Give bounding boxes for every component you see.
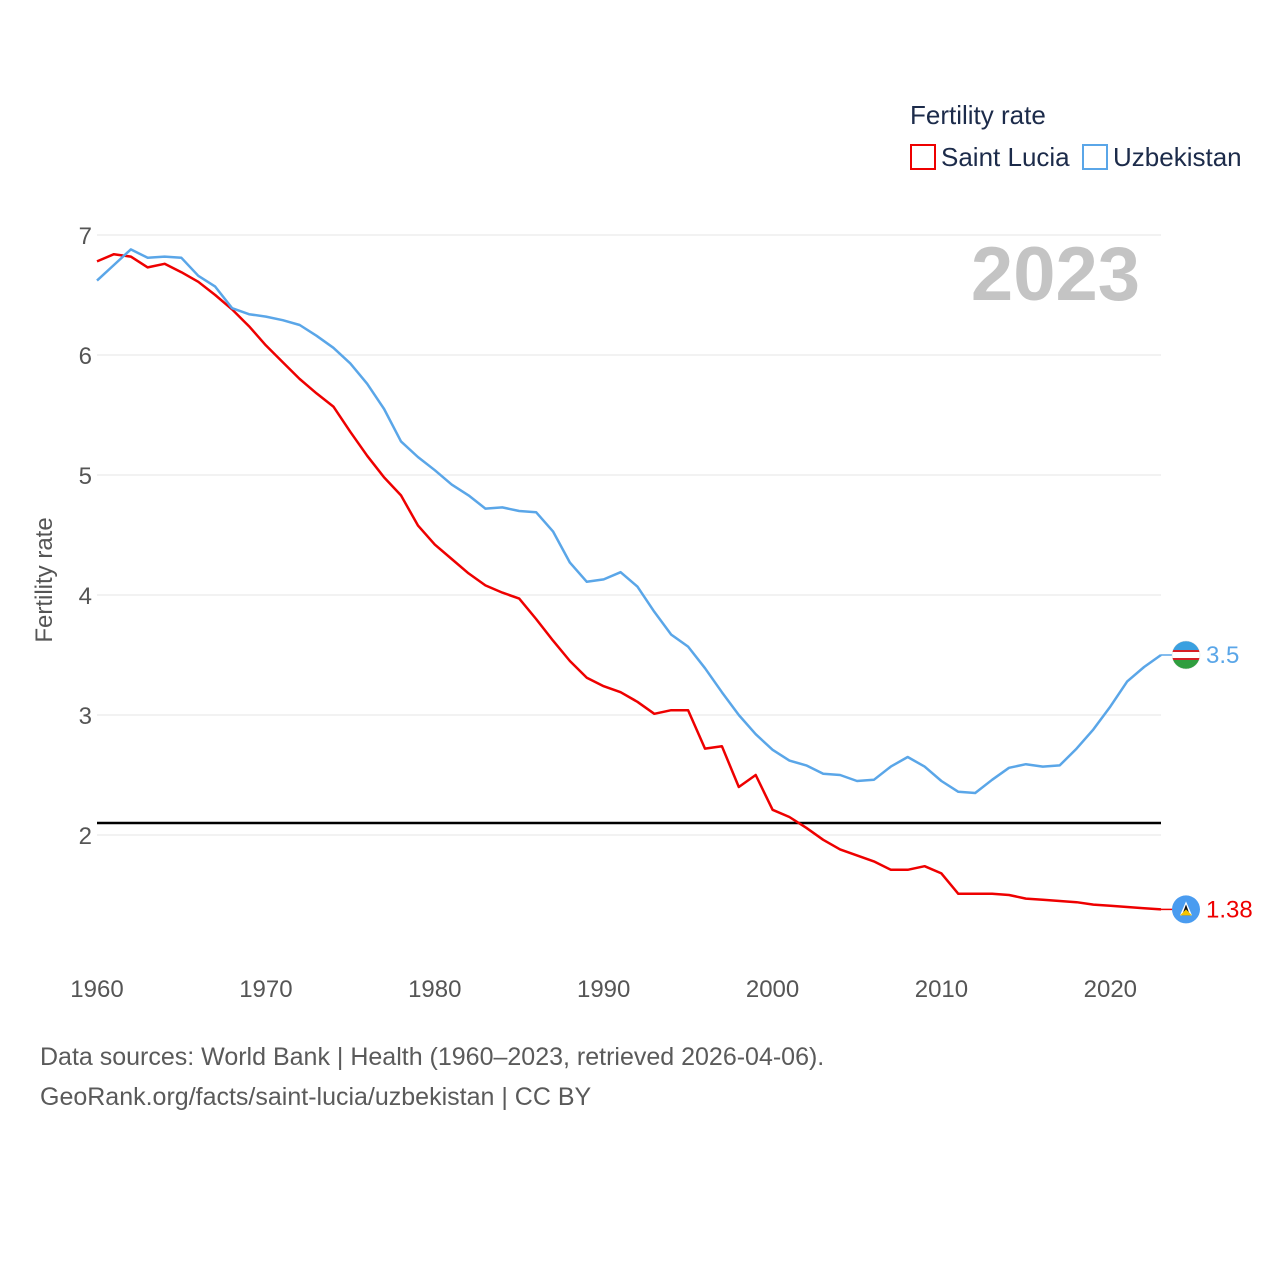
legend-title: Fertility rate	[910, 100, 1046, 130]
source-line: Data sources: World Bank | Health (1960–…	[40, 1043, 825, 1071]
x-tick-label: 1960	[70, 976, 123, 1003]
saint-lucia-flag-icon	[1172, 895, 1200, 924]
x-axis-ticks: 1960 1970 1980 1990 2000 2010 2020	[70, 976, 1137, 1003]
x-tick-label: 2020	[1084, 976, 1137, 1003]
y-tick-label: 6	[79, 343, 92, 370]
gridlines	[97, 234, 1161, 836]
y-axis-title: Fertility rate	[31, 517, 58, 642]
end-value-label-saint-lucia: 1.38	[1206, 896, 1253, 923]
legend-label-saint-lucia[interactable]: Saint Lucia	[941, 142, 1070, 172]
end-value-label-uzbekistan: 3.5	[1206, 642, 1239, 669]
x-tick-label: 1970	[239, 976, 292, 1003]
series-line-uzbekistan[interactable]	[96, 248, 1162, 795]
y-tick-label: 7	[79, 223, 92, 250]
legend-label-uzbekistan[interactable]: Uzbekistan	[1113, 142, 1242, 172]
series-lines	[96, 248, 1162, 911]
y-axis-ticks: 2 3 4 5 6 7	[79, 223, 92, 850]
series-end-markers: 1.38 3.5	[1161, 640, 1253, 924]
series-line-saint-lucia[interactable]	[96, 252, 1162, 911]
source-link[interactable]: GeoRank.org/facts/saint-lucia/uzbekistan…	[40, 1083, 592, 1111]
y-tick-label: 4	[79, 583, 92, 610]
x-tick-label: 1990	[577, 976, 630, 1003]
x-tick-label: 2010	[915, 976, 968, 1003]
year-watermark: 2023	[971, 232, 1140, 317]
y-tick-label: 2	[79, 823, 92, 850]
uzbekistan-flag-icon	[1171, 640, 1201, 670]
y-tick-label: 3	[79, 703, 92, 730]
legend: Fertility rate Saint Lucia Uzbekistan	[910, 100, 1242, 172]
legend-swatch-uzbekistan[interactable]	[1082, 144, 1108, 170]
x-tick-label: 1980	[408, 976, 461, 1003]
legend-swatch-saint-lucia[interactable]	[910, 144, 936, 170]
x-tick-label: 2000	[746, 976, 799, 1003]
y-tick-label: 5	[79, 463, 92, 490]
